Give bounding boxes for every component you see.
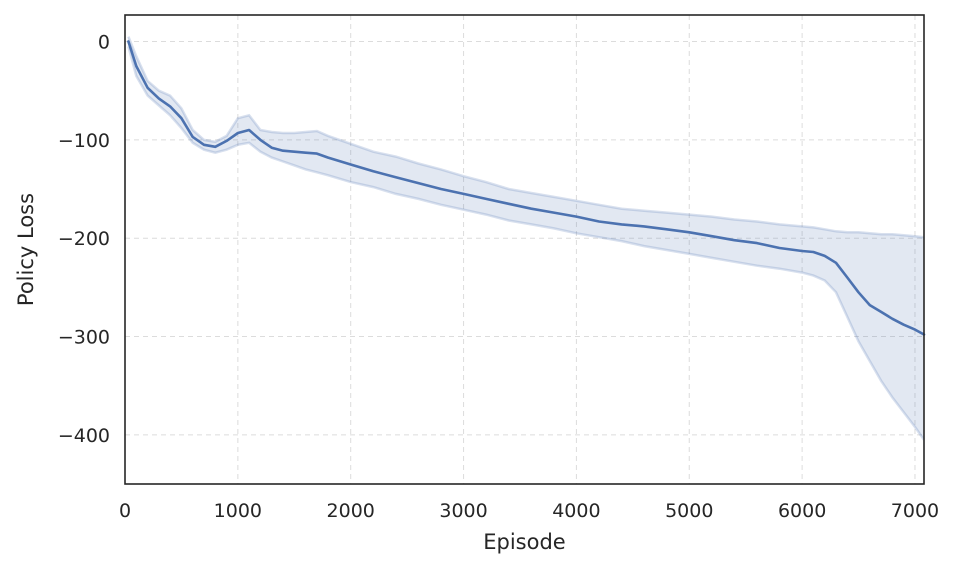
x-tick-label: 3000 [439,500,487,522]
series-layer [127,36,926,441]
x-tick-label: 1000 [214,500,262,522]
y-tick-label: −300 [58,327,110,349]
x-tick-label: 5000 [665,500,713,522]
grid [124,15,924,484]
y-tick-label: 0 [98,32,110,54]
band-upper-edge [127,36,925,239]
band-lower-edge [127,46,926,441]
x-tick-label: 6000 [778,500,826,522]
x-tick-label: 0 [119,500,131,522]
y-axis-title: Policy Loss [14,193,38,306]
y-tick-label: −200 [58,228,110,250]
x-axis-title: Episode [483,530,565,554]
tick-labels: 0 1000 2000 3000 4000 5000 6000 7000 0 −100 −200 −3… [58,32,939,522]
y-tick-label: −400 [58,425,110,447]
y-tick-label: −100 [58,130,110,152]
plot-frame [124,14,925,485]
confidence-band [128,36,924,440]
x-tick-label: 4000 [552,500,600,522]
x-tick-label: 2000 [327,500,375,522]
x-tick-label: 7000 [891,500,939,522]
policy-loss-line [127,40,926,336]
